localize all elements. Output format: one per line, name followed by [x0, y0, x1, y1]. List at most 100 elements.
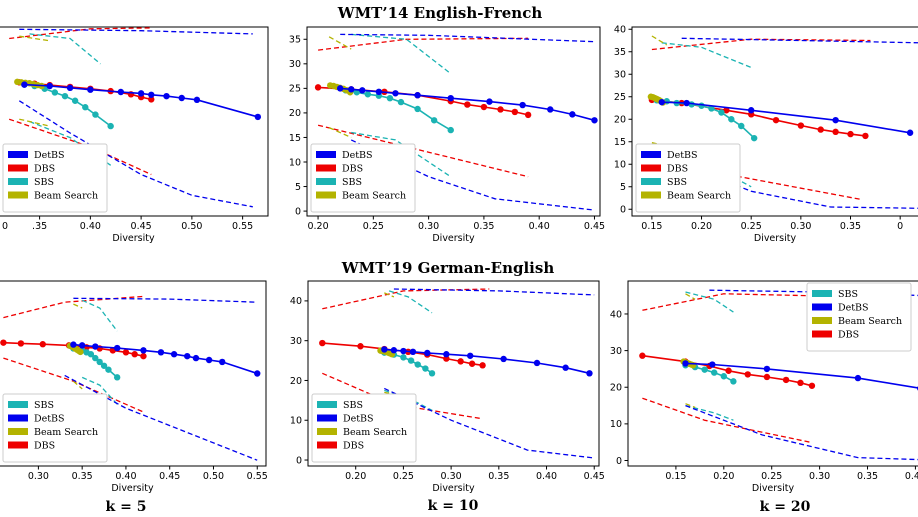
series-dbs-point: [468, 360, 476, 367]
plot-frame: [631, 26, 918, 217]
legend-label: Beam Search: [34, 191, 98, 202]
legend-box: [806, 282, 912, 352]
series-detbs-point: [66, 84, 74, 92]
series-detbs-dashed-upper: [340, 33, 595, 43]
series-sbs-point: [386, 94, 394, 102]
chart-panel-2: 0.15 0.20 0.25 0.30 0.35 0 0 5 10 15 20 25 30 35 40 Div…: [614, 25, 918, 244]
series-detbs-point: [78, 342, 86, 349]
k-label-0: k = 5: [106, 499, 147, 515]
y-tick-label: 40: [610, 309, 622, 320]
series-sbs-point: [728, 116, 735, 123]
x-tick-label: 0.15: [665, 471, 686, 482]
x-tick-label: 0.35: [488, 471, 509, 482]
legend-swatch: [8, 151, 28, 158]
series-sbs-point: [730, 378, 737, 385]
series-dbs-point: [808, 382, 816, 389]
x-tick-label: 0.30: [809, 471, 830, 482]
series-dbs-dashed-lower: [322, 372, 480, 419]
plot-area: [0, 295, 261, 461]
series-detbs-point: [113, 344, 121, 352]
y-tick-label: 5: [295, 182, 301, 193]
series-dbs-point: [39, 341, 46, 348]
legend-label: SBS: [343, 400, 363, 411]
x-tick-label: 0.20: [713, 471, 734, 482]
legend-label: SBS: [34, 177, 54, 188]
legend-box: [310, 143, 416, 213]
legend: DetBS DBS SBS Beam Search: [2, 143, 108, 213]
series-sbs-point: [720, 373, 728, 380]
legend-swatch: [317, 414, 337, 422]
series-dbs-point: [479, 362, 486, 369]
y-tick-label: 35: [614, 47, 626, 58]
title-row1: WMT’14 English-French: [337, 4, 543, 22]
legend-label: Beam Search: [34, 427, 98, 438]
legend-swatch: [8, 441, 28, 449]
legend-label: DBS: [343, 441, 364, 452]
series-dbs-dashed-upper: [651, 38, 871, 51]
series-detbs-point: [409, 348, 417, 356]
x-axis-label: Diversity: [754, 233, 797, 244]
series-detbs-point: [21, 81, 28, 88]
y-tick-label: 5: [620, 182, 626, 193]
series-sbs-point: [698, 102, 705, 109]
series-beam-search-dashed-upper: [328, 36, 352, 50]
series-sbs-dashed-upper: [661, 42, 752, 69]
x-tick-label: 0.35: [840, 221, 861, 232]
legend-swatch: [641, 164, 661, 172]
series-detbs-point: [359, 87, 366, 94]
x-tick-label: 0.45: [131, 221, 152, 232]
series-detbs-point: [170, 351, 178, 358]
series-sbs-point: [708, 105, 715, 112]
x-tick-label: 0.55: [247, 471, 268, 482]
series-detbs-point: [424, 349, 431, 357]
x-tick-label: 0.45: [159, 471, 180, 482]
series-detbs-point: [184, 352, 191, 360]
legend-swatch: [317, 428, 337, 435]
x-tick-label: 0.30: [418, 221, 439, 232]
series-sbs-point: [96, 358, 103, 366]
series-sbs-point: [414, 105, 421, 113]
y-tick-label: 15: [289, 133, 301, 144]
legend-label: DetBS: [667, 150, 698, 161]
y-tick-label: 30: [610, 346, 622, 357]
series-dbs-dashed-upper: [318, 37, 529, 51]
series-sbs-point: [87, 351, 95, 358]
x-tick-label: 0.40: [905, 471, 918, 482]
series-dbs-point: [862, 132, 869, 140]
series-detbs-point: [906, 129, 914, 136]
x-tick-label: 0.25: [741, 221, 762, 232]
legend-box: [311, 393, 417, 463]
x-tick-label: 0.20: [307, 221, 328, 232]
x-tick-label: 0.40: [80, 221, 101, 232]
legend-swatch: [812, 303, 832, 311]
y-tick-label: 0: [296, 455, 302, 466]
series-dbs-dashed-lower: [642, 397, 811, 443]
series-dbs-point: [480, 103, 488, 111]
series-sbs-point: [711, 369, 718, 376]
legend-swatch: [641, 191, 661, 199]
legend-swatch: [317, 401, 337, 408]
y-tick-label: 40: [290, 296, 302, 307]
legend: SBS DetBS Beam Search DBS: [311, 393, 417, 463]
series-dbs-point: [832, 128, 839, 136]
series-detbs-dashed-upper: [19, 28, 253, 35]
y-tick-label: 10: [610, 419, 622, 430]
series-detbs-point: [763, 365, 771, 373]
series-sbs-point: [100, 362, 108, 369]
y-tick-label: 35: [289, 35, 301, 46]
series-detbs-point: [533, 359, 541, 367]
y-tick-label: 30: [290, 336, 302, 347]
legend-swatch: [812, 330, 832, 338]
legend-label: DetBS: [34, 414, 65, 425]
legend-swatch: [316, 191, 336, 199]
series-sbs-dashed-upper: [388, 290, 433, 314]
x-tick-label: 0: [2, 221, 8, 232]
series-dbs-point: [148, 96, 155, 103]
y-tick-label: 0: [616, 456, 622, 467]
legend-swatch: [8, 178, 28, 185]
y-tick-label: 20: [614, 115, 626, 126]
series-sbs-point: [750, 134, 758, 142]
legend-swatch: [316, 151, 336, 158]
series-detbs-point: [658, 98, 665, 106]
series-detbs-point: [443, 351, 450, 358]
